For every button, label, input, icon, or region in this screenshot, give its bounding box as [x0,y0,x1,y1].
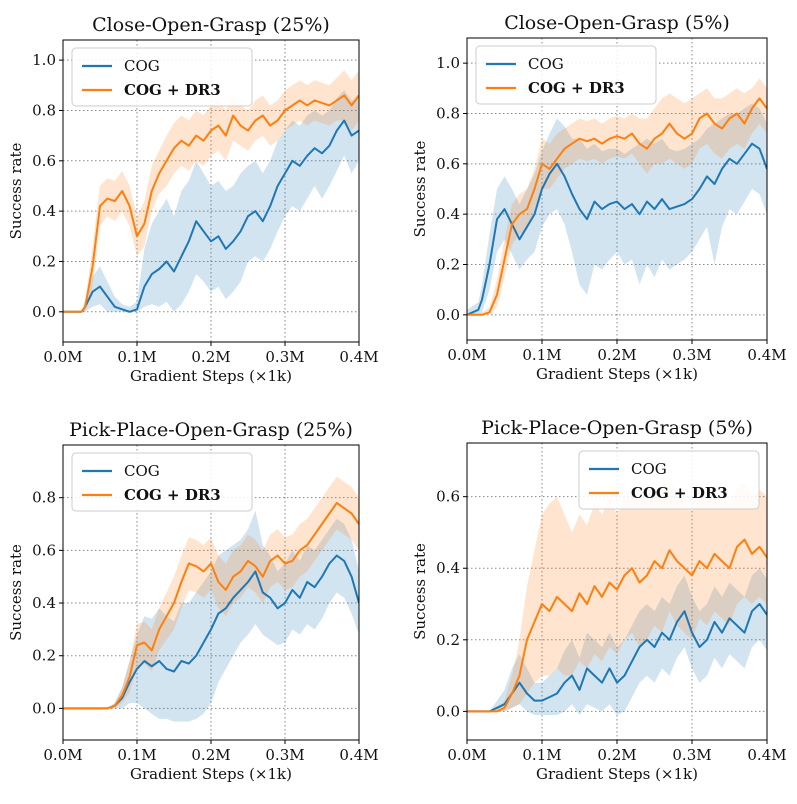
legend-label-cog: COG [124,462,160,480]
chart-title: Close-Open-Grasp (25%) [92,14,330,36]
y-tick-label: 0.8 [32,101,56,119]
y-tick-label: 0.8 [436,105,460,123]
x-tick-label: 0.4M [747,346,786,364]
plot-area [467,78,767,316]
x-tick-label: 0.2M [191,746,230,764]
line-cog-dr3 [467,97,767,316]
x-tick-label: 0.4M [339,348,378,366]
plot-area [63,70,359,313]
x-tick-label: 0.0M [43,746,82,764]
x-tick-label: 0.4M [339,746,378,764]
y-tick-label: 0.4 [436,205,460,223]
y-tick-label: 0.2 [436,631,460,649]
y-tick-label: 0.2 [436,256,460,274]
x-tick-label: 0.1M [117,746,156,764]
line-cog [467,142,767,316]
legend: COG COG + DR3 [475,45,657,105]
x-tick-label: 0.0M [447,346,486,364]
y-tick-label: 1.0 [32,51,56,69]
legend-label-cog-dr3: COG + DR3 [124,486,221,504]
y-tick-label: 0.8 [32,489,56,507]
legend-box [475,45,657,105]
x-tick-label: 0.0M [447,746,486,764]
x-tick-label: 0.3M [265,348,304,366]
y-axis-label: Success rate [411,543,429,640]
x-tick-label: 0.2M [597,346,636,364]
y-tick-label: 0.6 [436,155,460,173]
y-tick-label: 1.0 [436,54,460,72]
x-axis-label: Gradient Steps (×1k) [536,365,698,383]
y-tick-label: 0.4 [436,559,460,577]
x-tick-label: 0.2M [597,746,636,764]
y-tick-label: 0.2 [32,647,56,665]
line-cog-dr3 [63,94,359,313]
x-tick-label: 0.1M [522,346,561,364]
band-cog [63,90,359,312]
y-axis-label: Success rate [7,142,25,239]
y-tick-label: 0.6 [32,152,56,170]
legend: COG COG + DR3 [71,452,253,512]
band-cog [467,568,767,715]
x-tick-label: 0.3M [265,746,304,764]
band-cog-dr3 [467,78,767,315]
legend-label-cog-dr3: COG + DR3 [528,79,625,97]
legend-box [578,450,760,510]
legend-label-cog-dr3: COG + DR3 [631,484,728,502]
y-tick-label: 0.0 [436,306,460,324]
y-tick-label: 0.2 [32,252,56,270]
y-tick-label: 0.4 [32,594,56,612]
chart-title: Pick-Place-Open-Grasp (5%) [481,417,753,439]
line-cog-dr3 [467,538,767,713]
x-axis-label: Gradient Steps (×1k) [536,765,698,783]
legend-label-cog-dr3: COG + DR3 [124,81,221,99]
y-tick-label: 0.0 [32,699,56,717]
y-tick-label: 0.0 [32,303,56,321]
y-axis-label: Success rate [411,140,429,237]
line-cog-dr3 [63,501,359,710]
x-tick-label: 0.3M [672,346,711,364]
plot-area [63,476,359,722]
chart-panel-3: 0.0M 0.1M 0.2M 0.3M 0.4M 0.0 0.2 0.4 0.6 0.8 Pick-… [7,419,379,783]
y-axis-label: Success rate [7,544,25,641]
line-cog [467,603,767,713]
chart-title: Pick-Place-Open-Grasp (25%) [69,419,353,441]
legend-label-cog: COG [631,460,667,478]
legend: COG COG + DR3 [71,47,253,107]
chart-panel-2: 0.0M 0.1M 0.2M 0.3M 0.4M 0.0 0.2 0.4 0.6 0.8 1.0 Cl… [411,12,787,383]
y-tick-label: 0.6 [32,541,56,559]
band-cog-dr3 [63,70,359,312]
x-tick-label: 0.1M [522,746,561,764]
y-tick-label: 0.4 [32,202,56,220]
y-tick-label: 0.0 [436,702,460,720]
legend-label-cog: COG [528,55,564,73]
band-cog [467,103,767,315]
x-tick-label: 0.4M [747,746,786,764]
x-tick-label: 0.3M [672,746,711,764]
chart-title: Close-Open-Grasp (5%) [504,12,730,34]
x-axis-label: Gradient Steps (×1k) [130,765,292,783]
line-cog [63,554,359,710]
legend: COG COG + DR3 [578,450,760,510]
band-cog-dr3 [63,476,359,709]
band-cog-dr3 [467,482,767,712]
chart-panel-1: 0.0M 0.1M 0.2M 0.3M 0.4M 0.0 0.2 0.4 0.6 0.8 1.0 Cl… [7,14,379,385]
x-tick-label: 0.2M [191,348,230,366]
x-tick-label: 0.0M [43,348,82,366]
x-tick-label: 0.1M [117,348,156,366]
legend-box [71,452,253,512]
line-cog [63,119,359,313]
chart-panel-4: 0.0M 0.1M 0.2M 0.3M 0.4M 0.0 0.2 0.4 0.6 Pick-Pla… [411,417,787,783]
y-tick-label: 0.6 [436,488,460,506]
x-axis-label: Gradient Steps (×1k) [130,367,292,385]
plot-area [467,482,767,715]
legend-box [71,47,253,107]
legend-label-cog: COG [124,57,160,75]
